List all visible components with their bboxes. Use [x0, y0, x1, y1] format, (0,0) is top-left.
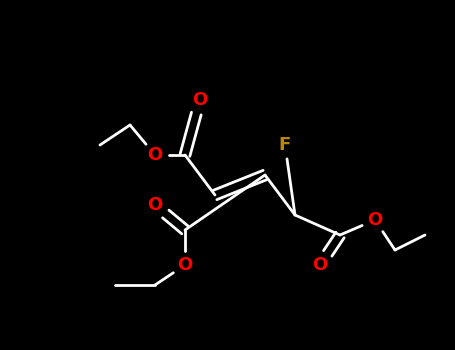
Text: O: O	[367, 211, 383, 229]
Text: F: F	[279, 136, 291, 154]
Text: O: O	[313, 256, 328, 274]
Text: O: O	[147, 196, 162, 214]
Text: O: O	[177, 256, 192, 274]
Text: O: O	[192, 91, 207, 109]
Text: O: O	[147, 146, 162, 164]
